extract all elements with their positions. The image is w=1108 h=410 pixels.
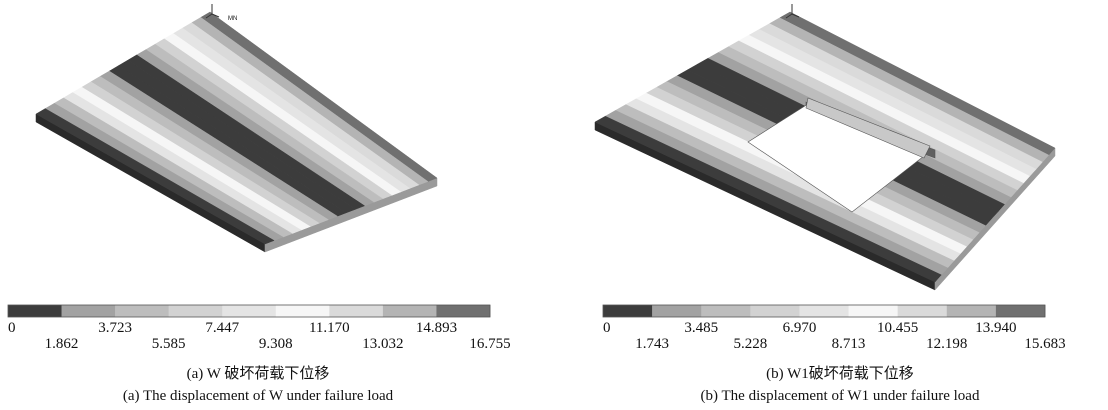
colorbar-label: 12.198 bbox=[926, 336, 967, 352]
colorbar-label: 11.170 bbox=[309, 320, 350, 336]
colorbar-label: 6.970 bbox=[783, 320, 817, 336]
colorbar-segment bbox=[799, 305, 848, 317]
colorbar-segment bbox=[383, 305, 437, 317]
caption-en: (b) The displacement of W1 under failure… bbox=[701, 388, 980, 404]
colorbar-label: 9.308 bbox=[259, 336, 293, 352]
colorbar-segment bbox=[436, 305, 490, 317]
colorbar-segment bbox=[849, 305, 898, 317]
colorbar-segment bbox=[115, 305, 169, 317]
contour-plot bbox=[595, 12, 1055, 290]
colorbar-segment bbox=[701, 305, 750, 317]
contour-plot bbox=[36, 12, 437, 252]
colorbar-label: 14.893 bbox=[416, 320, 457, 336]
colorbar-label: 13.940 bbox=[975, 320, 1016, 336]
colorbar-segment bbox=[652, 305, 701, 317]
colorbar-label: 15.683 bbox=[1024, 336, 1065, 352]
colorbar-segment bbox=[62, 305, 116, 317]
caption-cn: (b) W1破坏荷载下位移 bbox=[766, 365, 914, 382]
colorbar-label: 0 bbox=[8, 320, 16, 336]
colorbar-segment bbox=[947, 305, 996, 317]
colorbar-label: 3.723 bbox=[98, 320, 132, 336]
colorbar-label: 1.862 bbox=[45, 336, 79, 352]
colorbar-label: 10.455 bbox=[877, 320, 918, 336]
node-label: MN bbox=[228, 16, 237, 22]
colorbar-segment bbox=[898, 305, 947, 317]
colorbar-segment bbox=[8, 305, 62, 317]
page: (a) W 破坏荷载下位移 (a) The displacement of W … bbox=[0, 0, 1108, 410]
colorbar-segment bbox=[276, 305, 330, 317]
colorbar-label: 16.755 bbox=[469, 336, 510, 352]
colorbar-label: 0 bbox=[603, 320, 611, 336]
caption-cn: (a) W 破坏荷载下位移 bbox=[187, 365, 330, 382]
colorbar-segment bbox=[169, 305, 223, 317]
colorbar-label: 5.228 bbox=[733, 336, 767, 352]
colorbar-label: 1.743 bbox=[635, 336, 669, 352]
colorbar-label: 13.032 bbox=[362, 336, 403, 352]
colorbar-segment bbox=[750, 305, 799, 317]
colorbar-label: 3.485 bbox=[684, 320, 718, 336]
colorbar-label: 7.447 bbox=[205, 320, 239, 336]
figure: (a) W 破坏荷载下位移 (a) The displacement of W … bbox=[0, 0, 1108, 410]
caption-en: (a) The displacement of W under failure … bbox=[123, 388, 394, 404]
colorbar-segment bbox=[603, 305, 652, 317]
colorbar-segment bbox=[996, 305, 1045, 317]
colorbar-segment bbox=[222, 305, 276, 317]
colorbar-label: 5.585 bbox=[152, 336, 186, 352]
colorbar-segment bbox=[329, 305, 383, 317]
colorbar-label: 8.713 bbox=[832, 336, 866, 352]
